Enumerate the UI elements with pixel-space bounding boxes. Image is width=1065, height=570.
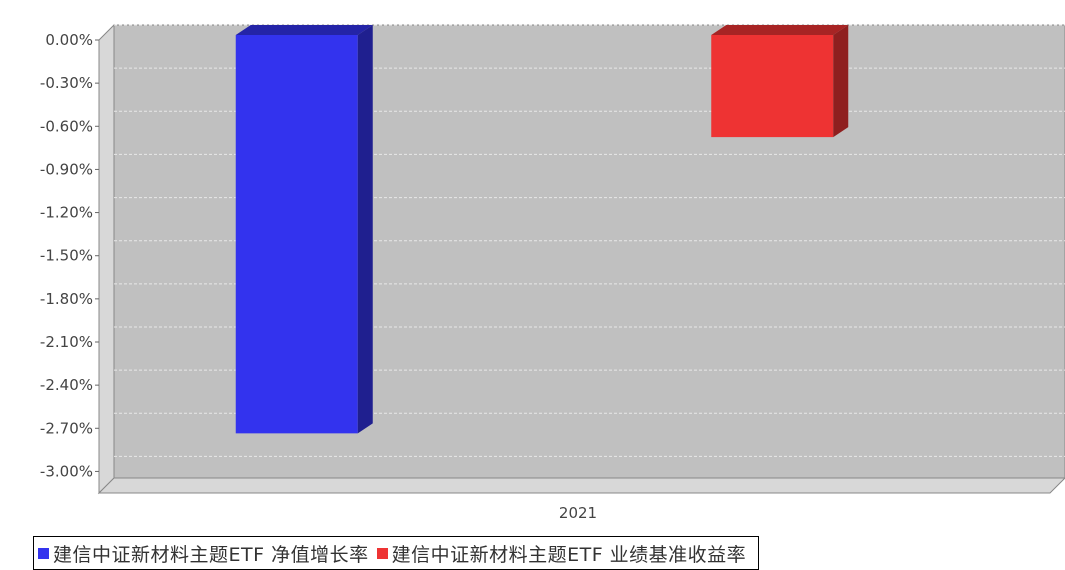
legend-item-nav-growth: 建信中证新材料主题ETF 净值增长率 [36, 540, 369, 567]
legend-label: 建信中证新材料主题ETF 净值增长率 [53, 543, 369, 566]
bar-side [357, 25, 373, 434]
y-tick-label: -2.10% [40, 333, 93, 351]
legend-swatch-blue [38, 547, 49, 559]
bar-side [833, 25, 849, 138]
bar-front [235, 35, 358, 434]
y-axis-ticks: 0.00% -0.30% -0.60% -0.90% -1.20% -1.50% -1.80… [40, 31, 99, 480]
grid-lines [114, 24, 1065, 457]
legend-label: 建信中证新材料主题ETF 业绩基准收益率 [391, 543, 747, 566]
x-tick-label: 2021 [559, 504, 597, 522]
y-tick-label: -0.60% [40, 117, 93, 135]
plot-side-wall [98, 23, 115, 495]
bar-top [711, 25, 849, 35]
legend-swatch-red [376, 547, 388, 559]
legend-item-benchmark: 建信中证新材料主题ETF 业绩基准收益率 [375, 540, 747, 567]
y-tick-label: -1.20% [40, 204, 93, 222]
bars [235, 25, 849, 434]
bar-front [711, 35, 834, 138]
y-tick-label: -0.30% [40, 74, 93, 92]
bar-chart: 0.00% -0.30% -0.60% -0.90% -1.20% -1.50% -1.80… [40, 23, 1065, 522]
y-tick-label: -1.80% [40, 290, 93, 308]
y-tick-label: -3.00% [40, 462, 93, 480]
x-axis-ticks: 2021 [559, 504, 597, 522]
y-tick-label: -1.50% [40, 247, 93, 265]
legend: 建信中证新材料主题ETF 净值增长率 建信中证新材料主题ETF 业绩基准收益率 [33, 536, 760, 570]
y-tick-label: -2.70% [40, 419, 93, 437]
plot-floor [97, 477, 1065, 494]
bar-top [235, 25, 373, 35]
y-tick-label: -2.40% [40, 376, 93, 394]
y-tick-label: 0.00% [45, 31, 93, 49]
y-tick-label: -0.90% [40, 160, 93, 178]
